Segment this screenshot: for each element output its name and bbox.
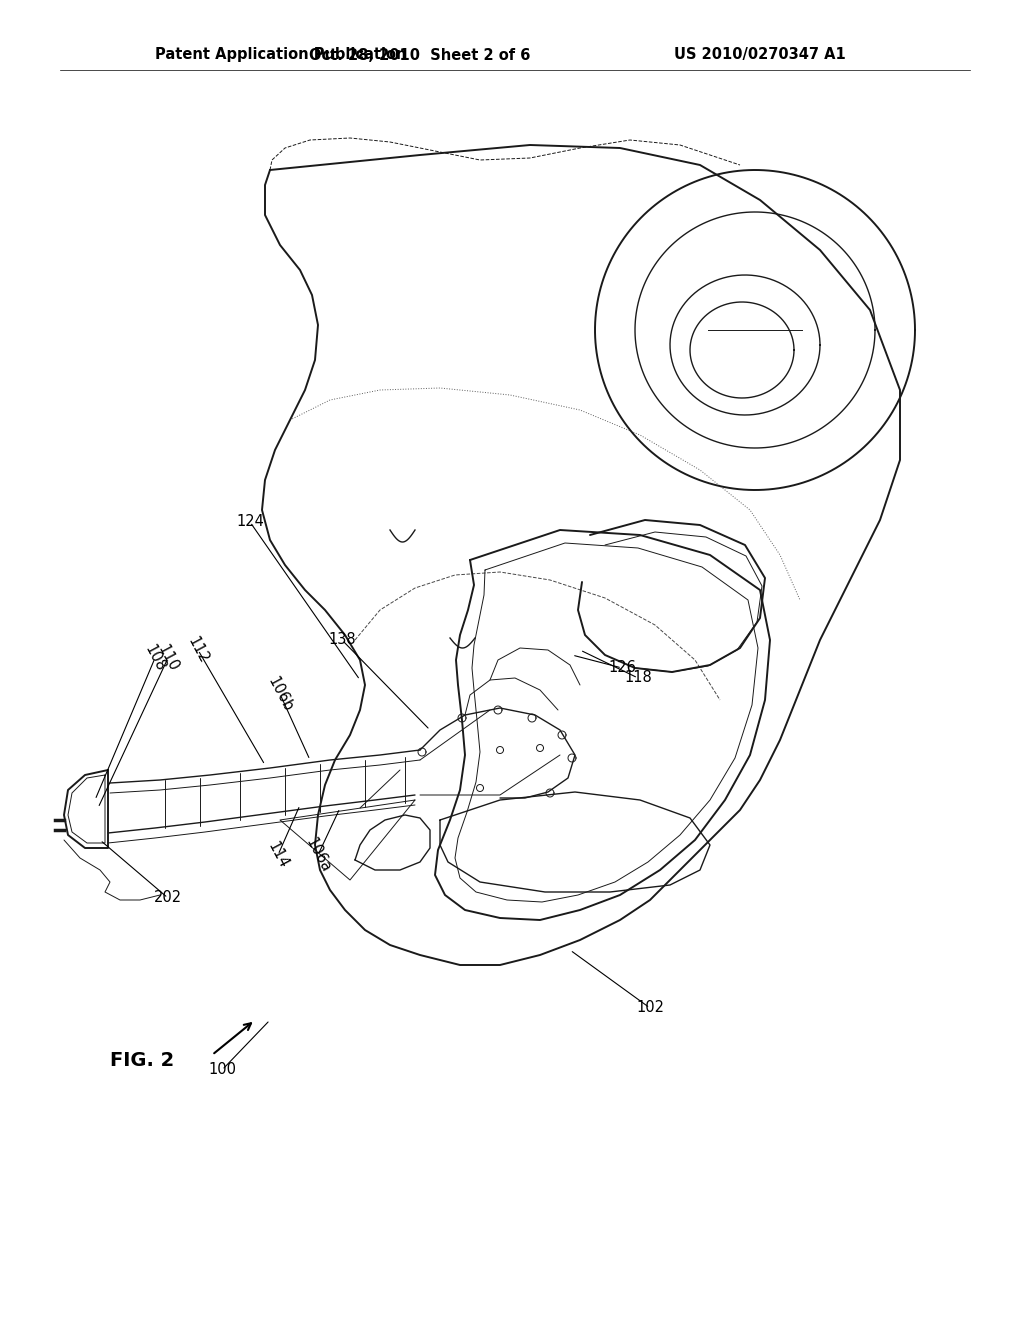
Text: Oct. 28, 2010  Sheet 2 of 6: Oct. 28, 2010 Sheet 2 of 6 [309,48,530,62]
Text: 126: 126 [608,660,636,676]
Text: 110: 110 [155,642,181,673]
Text: FIG. 2: FIG. 2 [110,1051,174,1069]
Text: Patent Application Publication: Patent Application Publication [155,48,407,62]
Text: 112: 112 [185,634,211,665]
Text: 108: 108 [142,642,168,673]
Text: 118: 118 [624,671,652,685]
Text: 202: 202 [154,891,182,906]
Text: 100: 100 [208,1063,236,1077]
Text: 114: 114 [265,840,291,871]
Text: 138: 138 [328,632,355,648]
Text: 102: 102 [636,1001,664,1015]
Text: US 2010/0270347 A1: US 2010/0270347 A1 [674,48,846,62]
Text: 124: 124 [237,515,264,529]
Text: 106b: 106b [264,675,295,714]
Text: 106a: 106a [303,836,333,875]
